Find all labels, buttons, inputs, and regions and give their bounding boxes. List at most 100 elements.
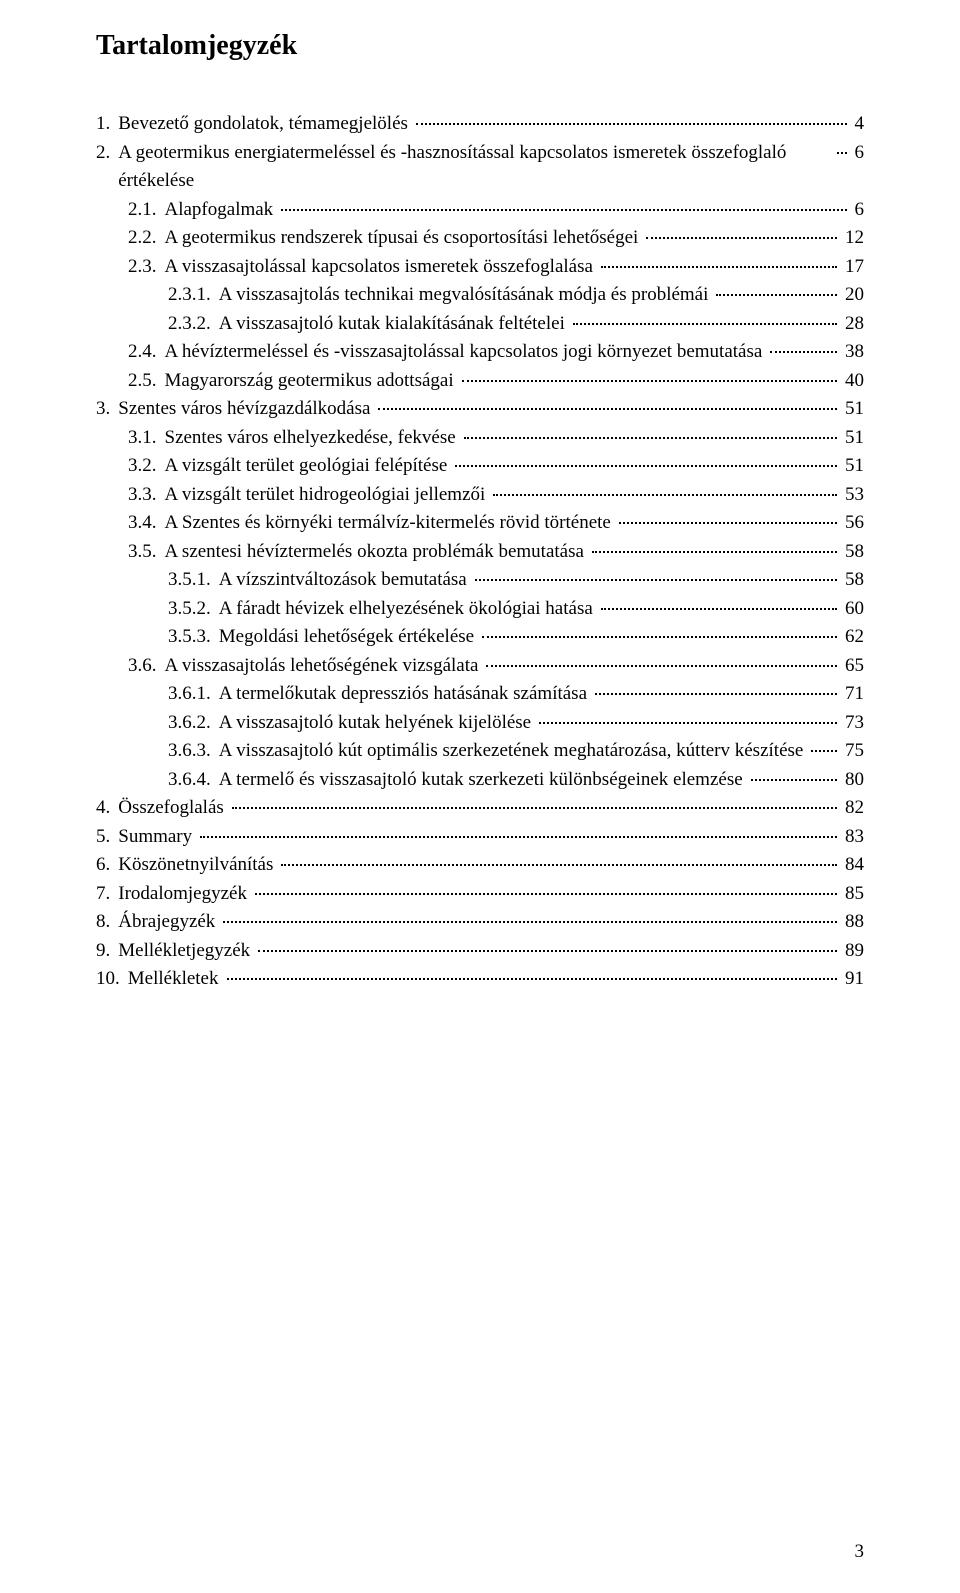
table-of-contents: 1.Bevezető gondolatok, témamegjelölés42.… (96, 110, 864, 994)
toc-leader-dots (416, 123, 847, 125)
toc-entry-text: A vizsgált terület hidrogeológiai jellem… (165, 481, 490, 510)
toc-entry-number: 2.3. (128, 253, 165, 282)
toc-entry-number: 10. (96, 965, 128, 994)
toc-entry-page: 40 (841, 367, 864, 396)
toc-entry-text: Alapfogalmak (165, 196, 278, 225)
toc-entry-page: 60 (841, 595, 864, 624)
toc-entry-text: A geotermikus energiatermeléssel és -has… (118, 139, 832, 196)
toc-entry: 9.Mellékletjegyzék89 (96, 937, 864, 966)
toc-entry: 3.1.Szentes város elhelyezkedése, fekvés… (96, 424, 864, 453)
toc-entry: 3.4.A Szentes és környéki termálvíz-kite… (96, 509, 864, 538)
toc-entry-text: A vízszintváltozások bemutatása (219, 566, 471, 595)
toc-entry-page: 28 (841, 310, 864, 339)
toc-leader-dots (619, 522, 837, 524)
toc-entry-text: A visszasajtoló kutak kialakításának fel… (219, 310, 569, 339)
toc-entry: 7.Irodalomjegyzék85 (96, 880, 864, 909)
toc-entry-text: A szentesi hévíztermelés okozta problémá… (165, 538, 588, 567)
toc-entry: 3.5.1.A vízszintváltozások bemutatása58 (96, 566, 864, 595)
toc-entry-page: 71 (841, 680, 864, 709)
toc-leader-dots (601, 266, 837, 268)
toc-entry: 2.A geotermikus energiatermeléssel és -h… (96, 139, 864, 196)
toc-entry-text: A termelő és visszasajtoló kutak szerkez… (219, 766, 747, 795)
toc-leader-dots (232, 807, 837, 809)
toc-entry-page: 38 (841, 338, 864, 367)
toc-entry-number: 1. (96, 110, 118, 139)
toc-entry: 3.5.3.Megoldási lehetőségek értékelése62 (96, 623, 864, 652)
toc-entry-number: 7. (96, 880, 118, 909)
toc-entry-page: 80 (841, 766, 864, 795)
toc-entry: 3.Szentes város hévízgazdálkodása 51 (96, 395, 864, 424)
toc-entry-number: 3. (96, 395, 118, 424)
toc-entry-text: Summary (118, 823, 196, 852)
toc-leader-dots (227, 978, 838, 980)
toc-entry-page: 12 (841, 224, 864, 253)
toc-entry-number: 2.3.2. (168, 310, 219, 339)
toc-leader-dots (455, 465, 837, 467)
toc-entry-page: 6 (851, 139, 865, 168)
toc-entry-page: 56 (841, 509, 864, 538)
toc-entry-number: 2.3.1. (168, 281, 219, 310)
toc-entry-text: A visszasajtolás technikai megvalósításá… (219, 281, 713, 310)
toc-entry-text: A fáradt hévizek elhelyezésének ökológia… (219, 595, 597, 624)
toc-entry-text: Összefoglalás (118, 794, 228, 823)
toc-entry-page: 51 (841, 452, 864, 481)
toc-entry-text: A vizsgált terület geológiai felépítése (165, 452, 452, 481)
toc-entry: 3.6.3.A visszasajtoló kút optimális szer… (96, 737, 864, 766)
toc-entry-page: 85 (841, 880, 864, 909)
toc-entry-text: Mellékletek (128, 965, 223, 994)
toc-entry: 3.5.A szentesi hévíztermelés okozta prob… (96, 538, 864, 567)
toc-entry-text: A termelőkutak depressziós hatásának szá… (219, 680, 591, 709)
toc-leader-dots (770, 351, 837, 353)
toc-leader-dots (751, 779, 837, 781)
toc-leader-dots (539, 722, 837, 724)
toc-entry-number: 3.3. (128, 481, 165, 510)
toc-entry-number: 3.1. (128, 424, 165, 453)
toc-entry-number: 6. (96, 851, 118, 880)
toc-entry: 2.5.Magyarország geotermikus adottságai4… (96, 367, 864, 396)
toc-entry-number: 3.6.2. (168, 709, 219, 738)
toc-entry: 3.3.A vizsgált terület hidrogeológiai je… (96, 481, 864, 510)
toc-leader-dots (493, 494, 837, 496)
toc-entry: 3.6.2.A visszasajtoló kutak helyének kij… (96, 709, 864, 738)
toc-leader-dots (258, 950, 837, 952)
toc-entry: 2.3.A visszasajtolással kapcsolatos isme… (96, 253, 864, 282)
toc-leader-dots (601, 608, 837, 610)
toc-entry-number: 8. (96, 908, 118, 937)
toc-entry-page: 4 (851, 110, 865, 139)
toc-entry-text: Szentes város elhelyezkedése, fekvése (165, 424, 460, 453)
toc-leader-dots (486, 665, 837, 667)
toc-entry-page: 6 (851, 196, 865, 225)
toc-entry-number: 3.5.3. (168, 623, 219, 652)
toc-entry-page: 51 (841, 424, 864, 453)
toc-entry: 2.3.1.A visszasajtolás technikai megvaló… (96, 281, 864, 310)
toc-entry-text: Mellékletjegyzék (118, 937, 254, 966)
toc-entry-number: 2.1. (128, 196, 165, 225)
toc-entry-number: 9. (96, 937, 118, 966)
toc-leader-dots (462, 380, 837, 382)
toc-entry-page: 51 (841, 395, 864, 424)
toc-leader-dots (573, 323, 837, 325)
toc-leader-dots (255, 893, 837, 895)
toc-entry-number: 3.6.3. (168, 737, 219, 766)
toc-entry-page: 91 (841, 965, 864, 994)
toc-entry-text: A visszasajtoló kutak helyének kijelölés… (219, 709, 535, 738)
toc-entry-number: 4. (96, 794, 118, 823)
toc-entry-number: 2.2. (128, 224, 165, 253)
toc-entry-text: Szentes város hévízgazdálkodása (118, 395, 374, 424)
toc-entry-page: 65 (841, 652, 864, 681)
toc-entry: 2.1.Alapfogalmak 6 (96, 196, 864, 225)
toc-entry-number: 3.4. (128, 509, 165, 538)
toc-entry-page: 88 (841, 908, 864, 937)
toc-leader-dots (716, 294, 837, 296)
toc-leader-dots (811, 750, 837, 752)
toc-leader-dots (378, 408, 837, 410)
toc-entry-number: 5. (96, 823, 118, 852)
toc-entry-number: 3.6. (128, 652, 165, 681)
toc-entry-page: 20 (841, 281, 864, 310)
toc-entry-number: 2.5. (128, 367, 165, 396)
toc-entry-text: A Szentes és környéki termálvíz-kitermel… (165, 509, 615, 538)
toc-entry: 3.2.A vizsgált terület geológiai felépít… (96, 452, 864, 481)
toc-entry-page: 84 (841, 851, 864, 880)
toc-entry-page: 83 (841, 823, 864, 852)
toc-entry: 4.Összefoglalás82 (96, 794, 864, 823)
